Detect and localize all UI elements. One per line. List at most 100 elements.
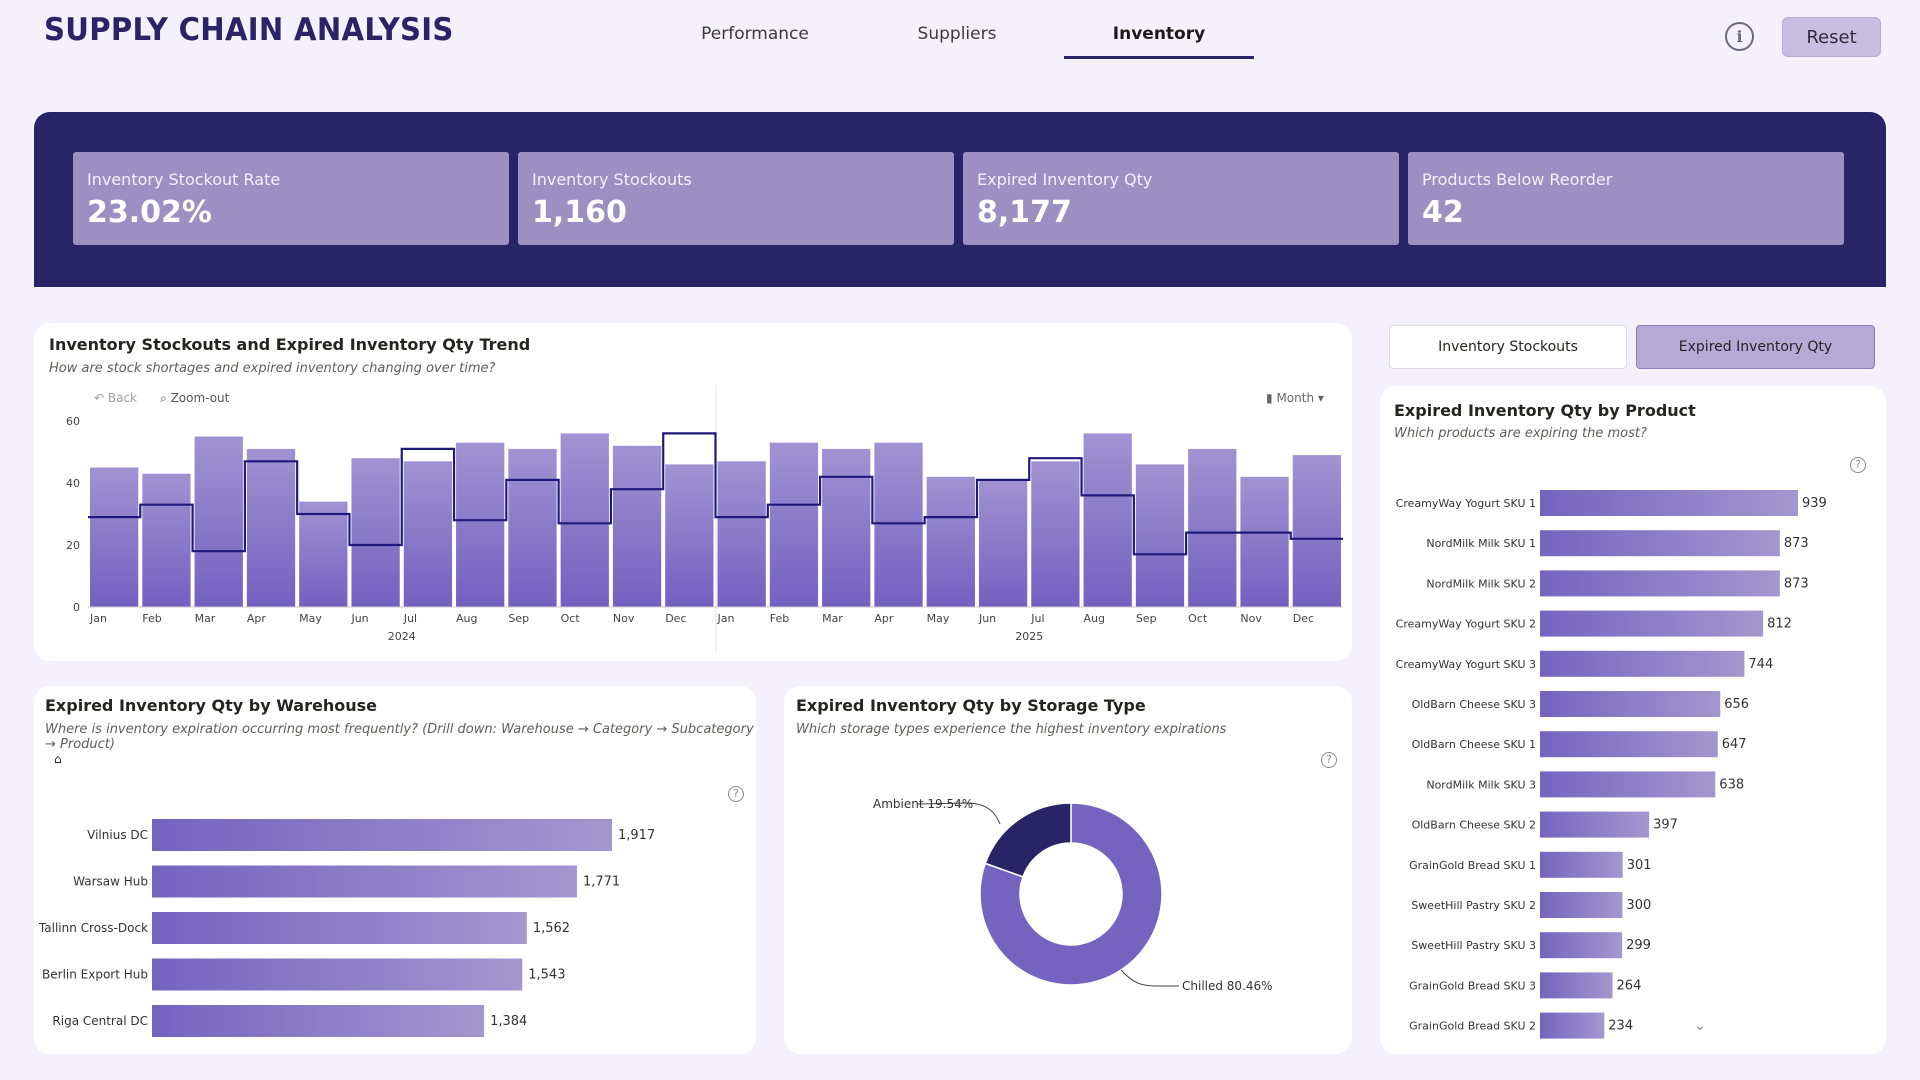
kpi-card-below-reorder: Products Below Reorder 42: [1408, 152, 1844, 245]
chilled-data-label: Chilled 80.46%: [1182, 979, 1273, 993]
trend-bar: [351, 458, 400, 607]
trend-bar: [1292, 455, 1341, 607]
product-chart: CreamyWay Yogurt SKU 1 939 NordMilk Milk S…: [1396, 490, 1827, 1039]
x-tick-label: Jan: [717, 612, 735, 625]
trend-bar: [874, 442, 923, 607]
kpi-card-expired-qty: Expired Inventory Qty 8,177: [963, 152, 1399, 245]
trend-bar: [508, 448, 557, 607]
x-tick-label: Jun: [350, 612, 368, 625]
period-selector[interactable]: ▮ Month ▾: [1266, 391, 1324, 405]
tab-performance[interactable]: Performance: [701, 24, 809, 44]
product-data-label: 647: [1722, 737, 1747, 752]
x-tick-label: Nov: [1240, 612, 1262, 625]
product-category-label: SweetHill Pastry SKU 2: [1411, 899, 1536, 912]
ambient-leader-line: [916, 802, 1001, 825]
warehouse-bar: [152, 1005, 485, 1037]
toggle-inventory-stockouts[interactable]: Inventory Stockouts: [1389, 325, 1627, 369]
x-tick-label: Oct: [561, 612, 581, 625]
x-tick-label: Apr: [874, 612, 894, 625]
product-data-label: 301: [1627, 858, 1652, 873]
product-category-label: OldBarn Cheese SKU 1: [1412, 738, 1536, 751]
ambient-data-label: Ambient 19.54%: [873, 797, 973, 811]
trend-bar: [769, 442, 819, 607]
kpi-value: 42: [1422, 195, 1464, 230]
x-tick-label: Nov: [613, 612, 635, 625]
trend-subtitle: How are stock shortages and expired inve…: [49, 361, 496, 376]
product-bar: [1540, 691, 1721, 717]
x-tick-label: Feb: [142, 612, 161, 625]
kpi-card-stockout-rate: Inventory Stockout Rate 23.02%: [73, 152, 509, 245]
reset-button[interactable]: Reset: [1782, 17, 1881, 57]
trend-bar: [246, 448, 296, 607]
help-icon[interactable]: ?: [1321, 752, 1337, 768]
x-tick-label: Mar: [195, 612, 216, 625]
x-tick-label: May: [299, 612, 322, 625]
year-label: 2025: [1015, 630, 1043, 643]
product-data-label: 638: [1719, 777, 1744, 792]
product-bar: [1540, 570, 1780, 597]
kpi-card-stockouts: Inventory Stockouts 1,160: [518, 152, 954, 245]
product-bar: [1540, 892, 1623, 918]
zoom-out-icon: ⌕: [160, 391, 167, 405]
product-category-label: OldBarn Cheese SKU 2: [1412, 819, 1536, 832]
warehouse-bar: [152, 819, 612, 851]
x-tick-label: May: [927, 612, 950, 625]
tab-inventory[interactable]: Inventory: [1064, 24, 1254, 59]
x-tick-label: Jul: [403, 612, 417, 625]
bar-chart-icon: ▮: [1266, 391, 1273, 405]
x-tick-label: Dec: [665, 612, 686, 625]
warehouse-panel: Expired Inventory Qty by Warehouse Where…: [34, 686, 756, 1054]
product-bar: [1540, 811, 1650, 838]
warehouse-data-label: 1,543: [528, 968, 565, 983]
warehouse-data-label: 1,384: [490, 1014, 527, 1029]
kpi-value: 8,177: [977, 195, 1072, 230]
trend-bar: [717, 461, 766, 607]
trend-bar: [1188, 448, 1237, 607]
product-title: Expired Inventory Qty by Product: [1394, 401, 1696, 420]
zoom-out-button[interactable]: ⌕ Zoom-out: [160, 391, 230, 405]
trend-bar: [299, 501, 348, 607]
kpi-value: 23.02%: [87, 195, 212, 230]
product-category-label: NordMilk Milk SKU 1: [1426, 537, 1536, 550]
x-tick-label: Aug: [456, 612, 477, 625]
scroll-down-icon[interactable]: ⌄: [1694, 1018, 1706, 1034]
warehouse-data-label: 1,562: [533, 921, 570, 936]
kpi-banner: Inventory Stockout Rate 23.02% Inventory…: [34, 112, 1886, 287]
drill-home-icon[interactable]: ⌂: [54, 752, 62, 766]
toggle-expired-inventory-qty[interactable]: Expired Inventory Qty: [1636, 325, 1875, 369]
product-bar: [1540, 490, 1798, 516]
x-tick-label: Oct: [1188, 612, 1208, 625]
help-icon[interactable]: ?: [728, 786, 744, 802]
help-icon[interactable]: ?: [1850, 457, 1866, 473]
tab-suppliers[interactable]: Suppliers: [917, 24, 997, 44]
y-tick-label: 20: [66, 539, 80, 552]
trend-bar: [926, 476, 975, 607]
trend-panel: Inventory Stockouts and Expired Inventor…: [34, 323, 1352, 661]
product-category-label: NordMilk Milk SKU 2: [1426, 577, 1536, 590]
product-bar: [1540, 771, 1716, 798]
chilled-leader-line: [1120, 969, 1179, 987]
product-category-label: CreamyWay Yogurt SKU 3: [1396, 658, 1536, 671]
product-data-label: 300: [1626, 898, 1651, 913]
product-bar: [1540, 530, 1780, 557]
product-category-label: GrainGold Bread SKU 3: [1409, 979, 1536, 992]
product-category-label: CreamyWay Yogurt SKU 1: [1396, 497, 1536, 510]
info-icon[interactable]: i: [1725, 22, 1754, 51]
x-tick-label: Jan: [89, 612, 107, 625]
warehouse-chart: Vilnius DC 1,917 Warsaw Hub 1,771 Tallinn Cr…: [38, 819, 655, 1037]
x-tick-label: Aug: [1084, 612, 1105, 625]
app-title: SUPPLY CHAIN ANALYSIS: [44, 12, 454, 48]
product-data-label: 744: [1748, 657, 1773, 672]
stockout-step-line: [88, 432, 1343, 556]
back-button[interactable]: ↶ Back: [94, 391, 138, 405]
warehouse-category-label: Warsaw Hub: [73, 875, 148, 889]
product-panel: Expired Inventory Qty by Product Which p…: [1380, 386, 1886, 1054]
year-label: 2024: [388, 630, 416, 643]
warehouse-bar: [152, 865, 577, 898]
trend-bar: [142, 473, 191, 607]
product-bar: [1540, 1012, 1605, 1039]
storage-panel: Expired Inventory Qty by Storage Type Wh…: [784, 686, 1352, 1054]
trend-bar: [1031, 461, 1080, 607]
storage-donut-chart: Ambient 19.54% Chilled 80.46%: [873, 797, 1273, 993]
product-data-label: 873: [1784, 576, 1809, 591]
